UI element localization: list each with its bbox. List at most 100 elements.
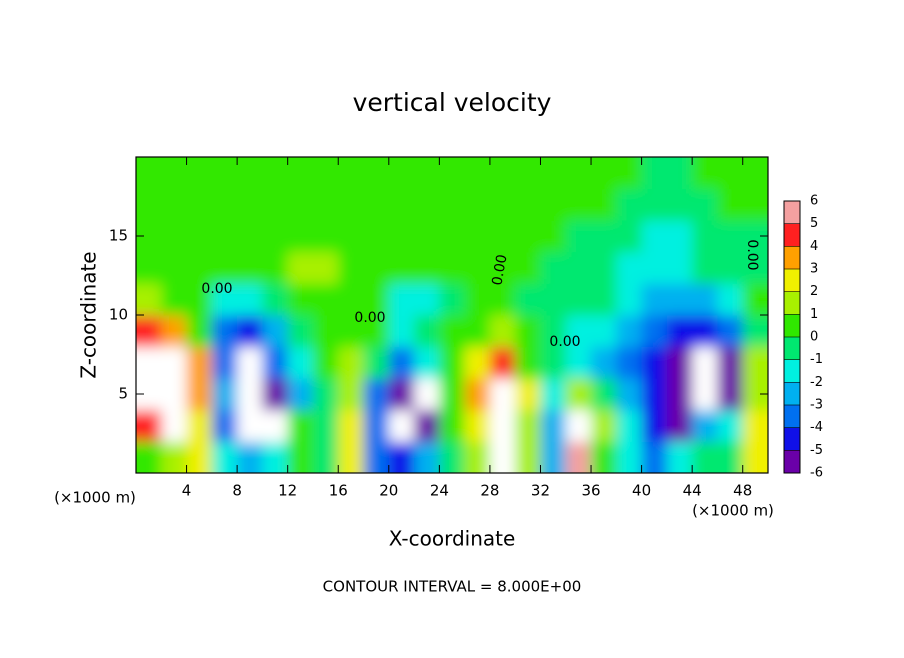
field-cell (161, 157, 188, 190)
field-cell (338, 220, 365, 253)
field-cell (692, 346, 718, 379)
field-cell (186, 283, 213, 316)
field-cell (237, 188, 263, 221)
field-cell (717, 251, 744, 284)
field-cell (515, 283, 541, 316)
field-cell (312, 441, 339, 473)
field-cell (136, 346, 162, 379)
field-cell (717, 409, 744, 442)
colorbar-band (784, 201, 800, 224)
field-cell (540, 251, 567, 284)
field-cell (439, 283, 466, 316)
field-cell (439, 378, 466, 411)
field-cell (540, 378, 567, 411)
field-cell (565, 157, 592, 190)
field-cell (211, 441, 238, 473)
colorbar-band (784, 427, 800, 451)
field-cell (161, 220, 188, 253)
field-cell (742, 315, 768, 348)
colorbar-band (784, 382, 800, 405)
x-tick-label: 40 (632, 482, 651, 500)
field-cell (666, 157, 693, 190)
field-cell (692, 188, 718, 221)
field-cell (540, 346, 567, 379)
field-cell (237, 220, 263, 253)
field-cell (363, 157, 390, 190)
field-cell (641, 441, 668, 473)
field-cell (489, 188, 516, 221)
field-cell (414, 378, 440, 411)
field-cell (565, 378, 592, 411)
field-cell (287, 251, 314, 284)
field-cell (237, 409, 263, 442)
field-cell (287, 283, 314, 316)
contour-label: 0.00 (201, 281, 232, 297)
colorbar-tick-label: 3 (810, 262, 818, 277)
field-cell (211, 378, 238, 411)
field-cell (464, 378, 491, 411)
colorbar-tick-label: -4 (810, 420, 823, 435)
field-cell (540, 409, 567, 442)
field-cell (414, 251, 440, 284)
field-cell (692, 283, 718, 316)
field-cell (262, 220, 289, 253)
field-cell (186, 188, 213, 221)
field-cell (692, 220, 718, 253)
field-cell (439, 188, 466, 221)
field-cell (136, 283, 162, 316)
field-cell (641, 157, 668, 190)
field-cell (136, 409, 162, 442)
field-cell (515, 441, 541, 473)
colorbar-tick-label: 2 (810, 284, 818, 299)
field-cell (237, 251, 263, 284)
field-cell (591, 346, 617, 379)
field-cell (262, 315, 289, 348)
field-cell (641, 283, 668, 316)
field-cell (161, 409, 188, 442)
field-cell (338, 441, 365, 473)
field-cell (136, 188, 162, 221)
field-cell (692, 157, 718, 190)
field-cell (363, 283, 390, 316)
chart-title: vertical velocity (353, 88, 552, 117)
field-cell (666, 188, 693, 221)
field-cell (414, 188, 440, 221)
field-cell (464, 251, 491, 284)
field-cell (591, 409, 617, 442)
field-cell (489, 157, 516, 190)
field (136, 157, 768, 473)
field-cell (666, 346, 693, 379)
x-tick-label: 48 (733, 482, 752, 500)
field-cell (262, 283, 289, 316)
field-cell (388, 251, 415, 284)
field-cell (439, 346, 466, 379)
field-cell (312, 157, 339, 190)
y-axis-label: Z-coordinate (77, 251, 101, 378)
field-cell (666, 409, 693, 442)
field-cell (414, 315, 440, 348)
colorbar-band (784, 223, 800, 247)
field-cell (414, 283, 440, 316)
field-cell (742, 283, 768, 316)
plot-area (136, 157, 768, 473)
field-cell (742, 251, 768, 284)
colorbar-band (784, 359, 800, 383)
field-cell (363, 220, 390, 253)
colorbar-tick-label: 6 (810, 194, 818, 209)
field-cell (591, 188, 617, 221)
field-cell (338, 315, 365, 348)
field-cell (489, 315, 516, 348)
y-tick-label: 15 (109, 227, 128, 245)
field-cell (414, 346, 440, 379)
field-cell (312, 315, 339, 348)
field-cell (565, 315, 592, 348)
y-tick-label: 10 (109, 306, 128, 324)
field-cell (262, 441, 289, 473)
field-cell (363, 188, 390, 221)
x-unit-label: (×1000 m) (54, 489, 136, 507)
field-cell (591, 283, 617, 316)
field-cell (641, 378, 668, 411)
field-cell (439, 441, 466, 473)
field-cell (262, 409, 289, 442)
field-cell (464, 157, 491, 190)
